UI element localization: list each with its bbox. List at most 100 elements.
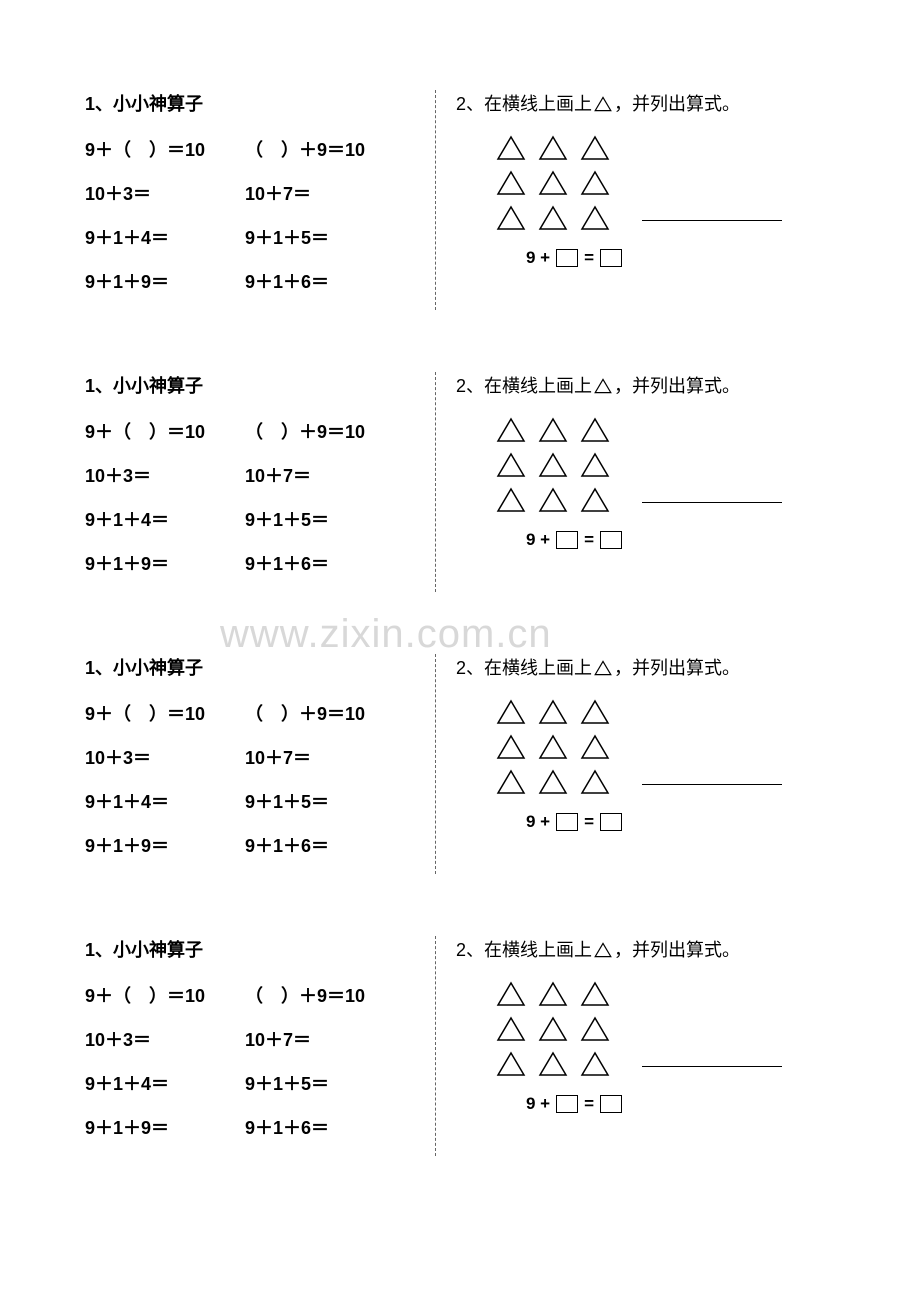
right-title: 2、在横线上画上，并列出算式。 (456, 936, 850, 963)
answer-box[interactable] (556, 249, 578, 267)
right-title-prefix: 2、在横线上画上 (456, 376, 592, 396)
equation-prefix: 9 + (526, 248, 550, 268)
answer-box[interactable] (556, 531, 578, 549)
vertical-divider (435, 90, 436, 310)
triangle-icon (538, 769, 568, 800)
triangle-row (496, 205, 850, 236)
triangle-icon (538, 452, 568, 483)
left-title: 1、小小神算子 (85, 372, 425, 398)
triangle-row (496, 452, 850, 483)
vertical-divider (435, 936, 436, 1156)
left-title: 1、小小神算子 (85, 936, 425, 962)
equation-prefix: 9 + (526, 530, 550, 550)
left-column: 1、小小神算子9＋（ ）＝10（ ）＋9＝1010＋3＝10＋7＝9＋1＋4＝9… (85, 654, 425, 876)
exercise-block: 1、小小神算子9＋（ ）＝10（ ）＋9＝1010＋3＝10＋7＝9＋1＋4＝9… (85, 372, 850, 594)
triangle-icon (580, 1051, 610, 1082)
equation-cell: 10＋7＝ (245, 180, 405, 206)
right-title-prefix: 2、在横线上画上 (456, 94, 592, 114)
triangle-icon (594, 378, 612, 399)
equation-cell: 9＋1＋6＝ (245, 832, 405, 858)
right-column: 2、在横线上画上，并列出算式。 9 + = (456, 90, 850, 312)
answer-box[interactable] (600, 1095, 622, 1113)
right-title: 2、在横线上画上，并列出算式。 (456, 372, 850, 399)
triangle-icon (580, 1016, 610, 1047)
triangle-row (496, 487, 850, 518)
answer-blank-line[interactable] (642, 784, 782, 785)
answer-blank-line[interactable] (642, 502, 782, 503)
answer-blank-line[interactable] (642, 220, 782, 221)
triangle-icon (538, 1051, 568, 1082)
equation-row: 9＋1＋9＝9＋1＋6＝ (85, 268, 425, 294)
triangle-icon (538, 1016, 568, 1047)
equation-cell: 9＋1＋4＝ (85, 1070, 245, 1096)
triangle-icon (496, 452, 526, 483)
triangle-row (496, 170, 850, 201)
triangle-icon (496, 1051, 526, 1082)
triangle-row (496, 1051, 850, 1082)
equation-row: 10＋3＝10＋7＝ (85, 1026, 425, 1052)
triangle-row (496, 1016, 850, 1047)
equation-cell: 10＋3＝ (85, 1026, 245, 1052)
triangle-icon (580, 981, 610, 1012)
triangle-row (496, 734, 850, 765)
triangle-icon (538, 487, 568, 518)
equation-row: 9＋（ ）＝10（ ）＋9＝10 (85, 982, 425, 1008)
equation-row: 9＋1＋9＝9＋1＋6＝ (85, 550, 425, 576)
triangle-row (496, 769, 850, 800)
equation-row: 10＋3＝10＋7＝ (85, 744, 425, 770)
triangle-icon (496, 417, 526, 448)
equation-cell: 9＋1＋9＝ (85, 268, 245, 294)
right-title: 2、在横线上画上，并列出算式。 (456, 90, 850, 117)
equation-mid: = (584, 530, 594, 550)
equation-cell: （ ）＋9＝10 (245, 418, 405, 444)
equation-row: 9＋（ ）＝10（ ）＋9＝10 (85, 418, 425, 444)
exercise-block: 1、小小神算子9＋（ ）＝10（ ）＋9＝1010＋3＝10＋7＝9＋1＋4＝9… (85, 654, 850, 876)
triangle-icon (580, 452, 610, 483)
right-title: 2、在横线上画上，并列出算式。 (456, 654, 850, 681)
triangle-grid (496, 417, 850, 518)
left-column: 1、小小神算子9＋（ ）＝10（ ）＋9＝1010＋3＝10＋7＝9＋1＋4＝9… (85, 90, 425, 312)
equation-cell: 9＋1＋5＝ (245, 506, 405, 532)
triangle-icon (538, 170, 568, 201)
equation-prefix: 9 + (526, 812, 550, 832)
blocks-container: 1、小小神算子9＋（ ）＝10（ ）＋9＝1010＋3＝10＋7＝9＋1＋4＝9… (85, 90, 850, 1158)
fill-equation: 9 + = (526, 530, 850, 550)
triangle-icon (538, 981, 568, 1012)
equation-cell: 9＋1＋5＝ (245, 1070, 405, 1096)
equation-cell: （ ）＋9＝10 (245, 700, 405, 726)
answer-box[interactable] (556, 813, 578, 831)
triangle-icon (496, 981, 526, 1012)
triangle-icon (580, 487, 610, 518)
equation-cell: 9＋1＋4＝ (85, 506, 245, 532)
equation-cell: 9＋1＋5＝ (245, 224, 405, 250)
triangle-icon (580, 205, 610, 236)
equation-row: 9＋1＋9＝9＋1＋6＝ (85, 1114, 425, 1140)
triangle-icon (580, 135, 610, 166)
answer-blank-line[interactable] (642, 1066, 782, 1067)
triangle-icon (496, 699, 526, 730)
vertical-divider (435, 372, 436, 592)
triangle-icon (580, 769, 610, 800)
triangle-icon (538, 699, 568, 730)
triangle-icon (496, 1016, 526, 1047)
equation-cell: （ ）＋9＝10 (245, 136, 405, 162)
answer-box[interactable] (600, 813, 622, 831)
right-title-prefix: 2、在横线上画上 (456, 658, 592, 678)
equation-cell: 9＋1＋9＝ (85, 832, 245, 858)
triangle-row (496, 417, 850, 448)
equation-cell: 9＋1＋6＝ (245, 1114, 405, 1140)
equation-row: 9＋（ ）＝10（ ）＋9＝10 (85, 136, 425, 162)
equation-cell: 10＋7＝ (245, 462, 405, 488)
answer-box[interactable] (556, 1095, 578, 1113)
answer-box[interactable] (600, 249, 622, 267)
equation-cell: 9＋1＋9＝ (85, 550, 245, 576)
equation-cell: 9＋1＋6＝ (245, 268, 405, 294)
equation-cell: 9＋（ ）＝10 (85, 700, 245, 726)
equation-mid: = (584, 1094, 594, 1114)
triangle-icon (594, 96, 612, 117)
answer-box[interactable] (600, 531, 622, 549)
fill-equation: 9 + = (526, 812, 850, 832)
triangle-icon (538, 135, 568, 166)
fill-equation: 9 + = (526, 248, 850, 268)
equation-row: 9＋1＋4＝9＋1＋5＝ (85, 224, 425, 250)
